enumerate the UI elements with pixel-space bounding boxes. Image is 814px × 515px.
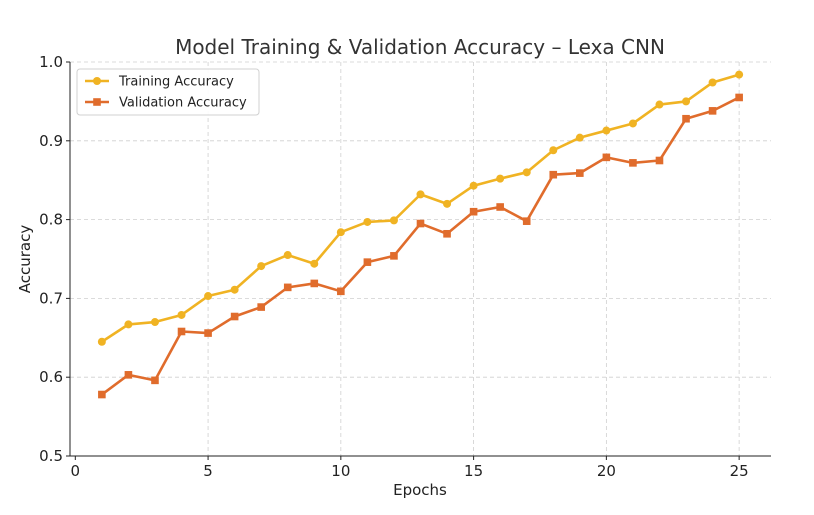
data-point-training <box>97 337 106 346</box>
data-point-training <box>602 126 611 135</box>
y-tick-label: 1.0 <box>39 53 63 71</box>
y-axis-label: Accuracy <box>16 225 34 294</box>
data-point-validation <box>283 283 292 292</box>
data-point-training <box>522 168 531 177</box>
x-axis-label: Epochs <box>393 481 447 499</box>
x-tick-label: 5 <box>203 462 213 480</box>
data-point-validation <box>708 107 717 115</box>
x-tick-label: 0 <box>71 462 81 480</box>
data-point-training <box>389 216 398 225</box>
axes <box>66 61 771 460</box>
data-point-validation <box>390 252 398 260</box>
data-point-training <box>204 292 213 301</box>
data-point-validation <box>363 258 372 266</box>
x-tick-label: 15 <box>464 462 483 480</box>
data-point-training <box>549 146 558 155</box>
data-point-training <box>124 320 133 329</box>
data-point-training <box>735 70 744 79</box>
data-point-training <box>469 181 478 190</box>
data-point-validation <box>443 229 451 238</box>
data-point-training <box>363 217 372 226</box>
y-tick-label: 0.7 <box>39 289 63 307</box>
y-tick-label: 0.6 <box>39 368 63 386</box>
data-point-training <box>655 100 664 109</box>
series-line-2 <box>101 96 740 396</box>
data-point-training <box>575 133 584 142</box>
data-point-validation <box>576 169 584 177</box>
data-point-training <box>283 251 292 260</box>
legend-label: Validation Accuracy <box>119 96 247 111</box>
data-point-validation <box>416 219 425 228</box>
legend-marker-circle <box>93 77 101 85</box>
data-point-validation <box>629 159 637 167</box>
data-point-training <box>230 285 239 294</box>
data-point-training <box>708 78 717 87</box>
chart-title: Model Training & Validation Accuracy – L… <box>175 35 665 59</box>
y-tick-label: 0.5 <box>39 447 63 465</box>
y-tick-label: 0.8 <box>39 211 63 229</box>
x-tick-label: 25 <box>730 462 749 480</box>
data-point-training <box>310 259 319 268</box>
data-point-validation <box>98 390 106 399</box>
data-point-validation <box>310 279 319 288</box>
data-point-validation <box>337 287 345 296</box>
x-tick-label: 20 <box>597 462 616 480</box>
data-point-training <box>257 262 266 271</box>
series-layer <box>97 70 744 399</box>
data-point-validation <box>682 114 690 123</box>
legend: Training Accuracy Validation Accuracy <box>76 68 260 116</box>
data-point-validation <box>124 371 133 379</box>
legend-marker-square <box>93 98 101 106</box>
data-point-validation <box>230 312 239 321</box>
data-point-validation <box>496 203 504 211</box>
data-point-validation <box>655 156 664 165</box>
tick-labels: 0 5 10 15 20 25 0.5 0.6 0.7 0.8 0.9 1.0 <box>39 53 749 480</box>
data-point-validation <box>204 329 212 337</box>
data-point-training <box>336 228 345 237</box>
data-point-validation <box>151 376 159 385</box>
data-point-validation <box>469 207 478 216</box>
y-tick-label: 0.9 <box>39 132 63 150</box>
data-point-validation <box>602 153 611 162</box>
data-point-training <box>416 190 425 199</box>
legend-box <box>76 68 260 116</box>
data-point-training <box>496 174 505 183</box>
data-point-validation <box>735 93 743 102</box>
data-point-training <box>177 310 186 319</box>
grid <box>70 61 771 457</box>
data-point-training <box>150 318 159 327</box>
data-point-training <box>443 199 452 208</box>
data-point-training <box>628 119 637 128</box>
data-point-validation <box>257 303 265 311</box>
data-point-validation <box>177 327 186 336</box>
data-point-training <box>682 97 691 106</box>
data-point-validation <box>522 217 531 225</box>
x-tick-label: 10 <box>331 462 350 480</box>
legend-label: Training Accuracy <box>118 75 234 90</box>
data-point-validation <box>549 170 558 179</box>
